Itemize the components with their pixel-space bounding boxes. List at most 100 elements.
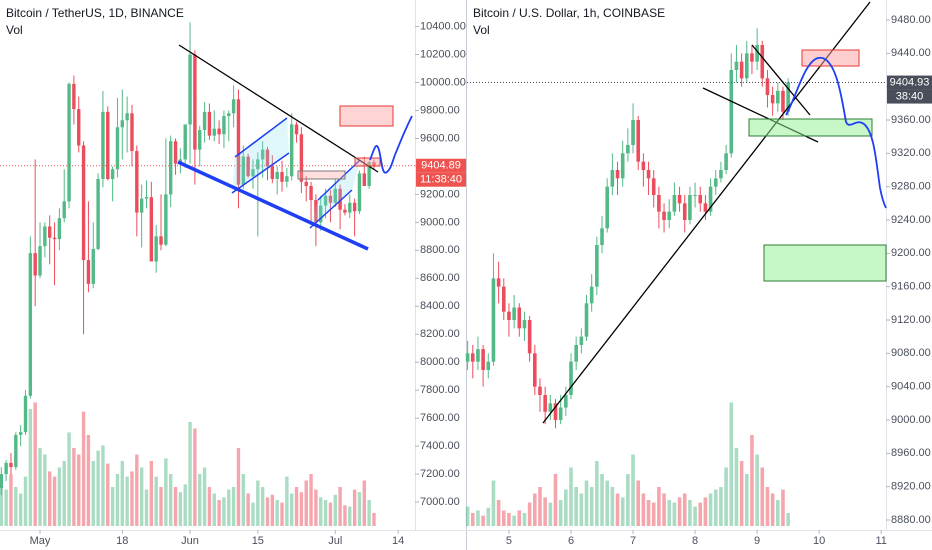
x-tick-label: Jul — [328, 535, 342, 547]
candle-body — [207, 111, 212, 136]
candle-body — [43, 226, 47, 247]
volume-bar — [91, 461, 95, 526]
volume-bar — [470, 513, 475, 526]
candle-body — [744, 53, 749, 79]
volume-bar — [657, 487, 661, 526]
volume-bar — [476, 510, 480, 526]
volume-bar — [760, 467, 765, 526]
volume-bar — [574, 487, 578, 526]
candle-body — [285, 176, 289, 182]
candle-body — [496, 278, 501, 287]
candle-body — [338, 188, 342, 210]
candle-body — [569, 361, 573, 395]
zone — [297, 170, 346, 180]
volume-bar — [173, 487, 178, 526]
candle-body — [646, 170, 651, 179]
volume-bar — [188, 422, 192, 526]
volume-bar — [600, 474, 604, 526]
x-tick-label: 6 — [568, 535, 574, 547]
candle-body — [9, 462, 13, 468]
volume-bar — [595, 461, 599, 526]
channel-line — [231, 152, 290, 194]
candle-body — [703, 203, 708, 212]
trend-line — [177, 160, 369, 251]
volume-bar — [110, 487, 115, 526]
y-tick-label: 8200.00 — [420, 328, 460, 340]
candle-body — [677, 195, 682, 204]
drawings-left — [177, 44, 413, 251]
x-tick-label: Jun — [181, 535, 199, 547]
volume-bar — [605, 480, 609, 526]
volume-bar — [672, 502, 677, 526]
drawings-right — [542, 1, 887, 424]
x-tick-label: 10 — [813, 535, 825, 547]
candle-body — [538, 386, 542, 395]
candle-body — [564, 395, 568, 408]
candle-body — [23, 395, 28, 433]
candle-body — [72, 83, 76, 110]
candle-body — [507, 311, 511, 320]
candle-body — [786, 82, 790, 112]
last-price-badge — [416, 158, 466, 173]
volume-bar — [564, 489, 568, 526]
x-tick-label: 8 — [692, 535, 698, 547]
y-tick-label: 8600.00 — [420, 272, 460, 284]
volume-bar — [294, 487, 299, 526]
volume-bar — [304, 480, 308, 526]
channel-line — [317, 159, 361, 201]
candle-body — [724, 153, 728, 170]
candle-body — [672, 195, 677, 212]
volume-bar — [23, 476, 28, 526]
candle-body — [501, 286, 506, 312]
candle-body — [198, 130, 202, 150]
channel-fill — [232, 118, 289, 193]
candle-body — [77, 109, 81, 146]
volume-bar — [77, 454, 81, 526]
y-tick-label: 9120.00 — [891, 314, 931, 326]
zone — [748, 118, 873, 137]
volume-bar — [507, 513, 511, 526]
countdown-label: 11:38:40 — [420, 174, 462, 186]
candle-body — [57, 218, 62, 240]
candle-body — [115, 127, 120, 170]
candle-body — [476, 349, 480, 362]
volume-bar — [9, 474, 13, 526]
volume-bar — [125, 476, 129, 526]
x-tick-label: 15 — [252, 535, 264, 547]
volume-bar — [651, 502, 656, 526]
candle-body — [362, 173, 366, 186]
volume-label: Vol — [6, 23, 23, 37]
volume-bar — [501, 510, 506, 526]
y-tick-label: 9600.00 — [420, 132, 460, 144]
volume-bar — [164, 458, 168, 526]
y-tick-label: 9320.00 — [891, 147, 931, 159]
volume-bar — [256, 480, 260, 526]
volume-bar — [538, 487, 542, 526]
volume-bar — [553, 474, 558, 526]
volume-bar — [786, 513, 790, 526]
volume-bar — [698, 502, 703, 526]
candle-body — [110, 169, 115, 179]
volume-bar — [719, 487, 723, 526]
volume-bar — [231, 487, 236, 526]
volume-bar — [43, 454, 47, 526]
volume-bar — [62, 461, 66, 526]
candle-body — [4, 462, 8, 475]
volume-bar — [222, 497, 226, 526]
y-tick-label: 9000.00 — [420, 216, 460, 228]
volume-bar — [362, 480, 366, 526]
volume-bar — [212, 493, 216, 526]
volume-bar — [776, 500, 780, 526]
candle-body — [548, 403, 553, 412]
volume-bar — [207, 487, 212, 526]
trend-line — [542, 1, 871, 424]
volume-bar — [729, 402, 734, 526]
volume-bar — [285, 476, 289, 526]
volume-bar — [290, 493, 294, 526]
candle-body — [651, 178, 656, 195]
volume-bar — [149, 461, 154, 526]
candle-body — [62, 201, 66, 219]
candle-body — [14, 434, 18, 468]
volume-bar — [770, 493, 775, 526]
